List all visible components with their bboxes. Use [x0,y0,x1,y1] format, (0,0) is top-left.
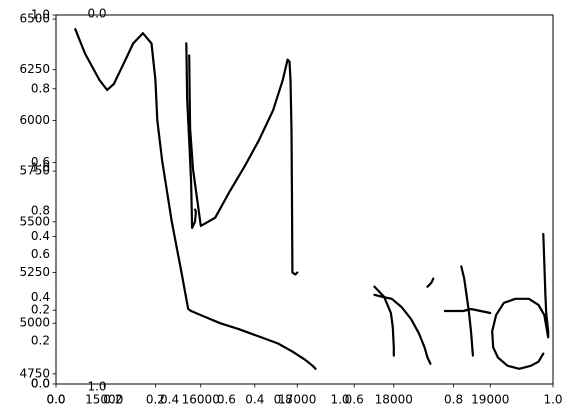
overlay-x-tick-label: 0.2 [146,393,165,407]
overlay-y-tick-label: 0.6 [31,155,50,169]
clipped-bottom-label: 1.0 [87,380,106,394]
y-tick-label: 5250 [19,265,50,279]
clipped-x-tick-label: 0.6 [217,393,236,407]
y-tick-label: 5000 [19,316,50,330]
y-tick-label: 6500 [19,12,50,26]
x-tick-label: 19000 [471,393,509,407]
stroke-5 [373,293,432,365]
clipped-y-tick-label: 0.8 [31,204,50,218]
x-tick-label: 16000 [182,393,220,407]
y-tick-label: 6000 [19,113,50,127]
clipped-x-tick-label: 0.8 [274,393,293,407]
clipped-y-tick-label: 0.6 [31,247,50,261]
stroke-1 [74,28,317,370]
overlay-y-tick-label: 1.0 [31,8,50,22]
clipped-x-tick-label: 1.0 [330,393,349,407]
x-axis: 15000 16000 17000 18000 19000 [85,384,509,407]
clipped-y-tick-label: 0.4 [31,290,50,304]
clipped-y-tick-label: 0.0 [31,377,50,391]
stroke-2 [185,42,197,229]
y-axis: 4750 5000 5250 5500 5750 6000 6250 6500 [19,12,56,380]
y-tick-label: 4750 [19,366,50,380]
overlay-x-tick-label: 0.0 [46,393,65,407]
clipped-x-tick-label: 0.0 [46,393,65,407]
overlay-x-tick-label: 0.8 [444,393,463,407]
y-tick-label: 6250 [19,62,50,76]
stroke-6 [426,277,435,288]
overlay-x-tick-label: 1.0 [543,393,562,407]
stroke-8 [460,265,474,357]
clipped-x-tick-label: 0.2 [103,393,122,407]
stroke-4 [373,285,395,357]
clipped-y-tick-label: 0.2 [31,333,50,347]
y-tick-label: 5500 [19,214,50,228]
overlay-x-tick-label: 0.6 [345,393,364,407]
y-tick-label: 5750 [19,164,50,178]
overlay-y-tick-label: 0.2 [31,303,50,317]
overlay-x-tick-label: 0.4 [245,393,264,407]
overlay-y-tick-label: 0.4 [31,229,50,243]
overlay-y-tick-label: 0.0 [31,377,50,391]
clipped-top-label: 0.0 [87,7,106,21]
overlay-y-tick-label: 0.8 [31,81,50,95]
stroke-3 [188,54,299,276]
overlay-axes: 0.0 0.2 0.4 0.6 0.8 1.00.00.20.40.60.81.00.0 0… [31,7,563,407]
handwriting-strokes [74,28,550,370]
clipped-x-tick-label: 0.4 [160,393,179,407]
x-tick-label: 18000 [375,393,413,407]
clipped-y-tick-label: 1.0 [31,161,50,175]
x-tick-label: 15000 [85,393,123,407]
plot-frame [55,14,554,385]
stroke-7 [443,307,492,315]
stroke-9 [491,232,550,370]
x-tick-label: 17000 [278,393,316,407]
